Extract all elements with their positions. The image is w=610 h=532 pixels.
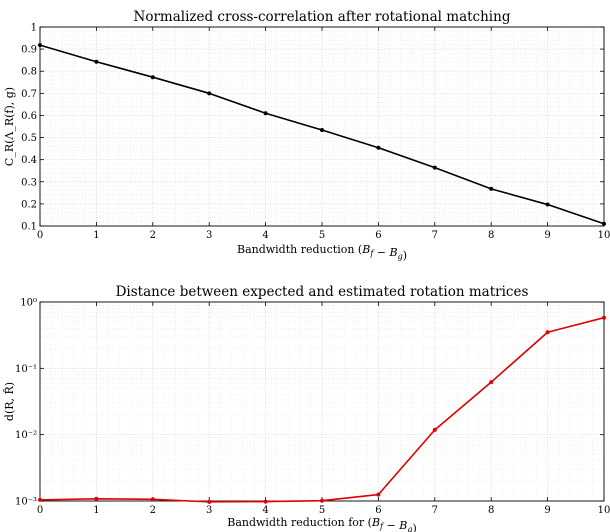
data-point — [38, 497, 42, 502]
x-tick-label: 5 — [319, 230, 325, 241]
data-point — [38, 43, 42, 48]
data-point — [320, 128, 324, 133]
chart-2: 0 1 2 3 4 5 6 7 8 9 10 10⁻³ 10⁻² 10⁻¹ 10⁰ Distance betw… — [3, 284, 610, 532]
y-tick-label: 10⁻² — [15, 430, 37, 441]
y-axis-label: C_R(Λ_R(f), g) — [3, 87, 16, 166]
data-point — [376, 492, 381, 497]
y-tick-label: 0.5 — [21, 133, 37, 144]
x-axis-label: Bandwidth reduction for (Bf − Bg) — [227, 516, 416, 532]
y-tick-label: 0.9 — [21, 45, 37, 56]
data-point — [489, 380, 494, 385]
x-tick-label: 7 — [432, 505, 438, 516]
data-point — [150, 75, 155, 80]
y-tick-label: 0.7 — [21, 89, 37, 100]
data-point — [94, 496, 99, 501]
y-tick-label: 10⁻¹ — [15, 364, 37, 375]
y-tick-label: 0.4 — [21, 155, 37, 166]
y-tick-label: 0.2 — [21, 199, 37, 210]
x-tick-label: 8 — [488, 230, 494, 241]
x-tick-label: 5 — [319, 505, 325, 516]
x-tick-label: 6 — [375, 230, 381, 241]
x-tick-label: 6 — [375, 505, 381, 516]
data-point — [150, 497, 155, 502]
data-point — [207, 91, 212, 96]
x-tick-label: 2 — [150, 230, 156, 241]
axes-box — [39, 26, 605, 227]
data-point — [263, 111, 268, 116]
data-point — [489, 186, 494, 191]
plot-area — [40, 302, 604, 501]
data-point — [545, 202, 550, 207]
y-axis-label: d(R, R̂) — [3, 382, 16, 421]
x-tick-label: 2 — [150, 505, 156, 516]
data-point — [602, 315, 606, 320]
data-point — [320, 498, 324, 503]
x-tick-label: 4 — [262, 505, 268, 516]
data-point — [263, 499, 268, 504]
x-tick-label: 4 — [262, 230, 268, 241]
data-point — [545, 330, 550, 335]
y-tick-label: 0.8 — [21, 67, 37, 78]
chart-title: Distance between expected and estimated … — [116, 284, 529, 300]
chart-title: Normalized cross-correlation after rotat… — [134, 9, 511, 25]
data-point — [432, 427, 437, 432]
y-tick-label: 0.1 — [21, 222, 37, 233]
chart-1: 0 1 2 3 4 5 6 7 8 9 10 0.1 0.2 0.3 0.4 0.5 0.6 0.7 0.8 0.9 1… — [3, 9, 610, 262]
data-point — [602, 221, 606, 226]
y-tick-label: 0.3 — [21, 177, 37, 188]
x-tick-label: 0 — [37, 505, 43, 516]
y-tick-label: 10⁻³ — [15, 497, 37, 508]
x-tick-label: 1 — [93, 505, 99, 516]
x-tick-label: 7 — [432, 230, 438, 241]
data-point — [432, 165, 437, 170]
x-tick-label: 3 — [206, 505, 212, 516]
y-tick-label: 0.6 — [21, 111, 37, 122]
x-tick-label: 1 — [93, 230, 99, 241]
y-tick-label: 10⁰ — [20, 298, 37, 309]
x-tick-label: 0 — [37, 230, 43, 241]
x-tick-label: 10 — [598, 505, 610, 516]
x-tick-label: 9 — [544, 230, 550, 241]
x-tick-label: 10 — [598, 230, 610, 241]
x-tick-label: 9 — [544, 505, 550, 516]
x-tick-label: 8 — [488, 505, 494, 516]
x-axis-label: Bandwidth reduction (Bf − Bg) — [237, 243, 407, 262]
data-point — [207, 499, 212, 504]
x-tick-label: 3 — [206, 230, 212, 241]
y-tick-label: 1 — [31, 23, 37, 34]
data-point — [376, 145, 381, 150]
data-point — [94, 59, 99, 64]
